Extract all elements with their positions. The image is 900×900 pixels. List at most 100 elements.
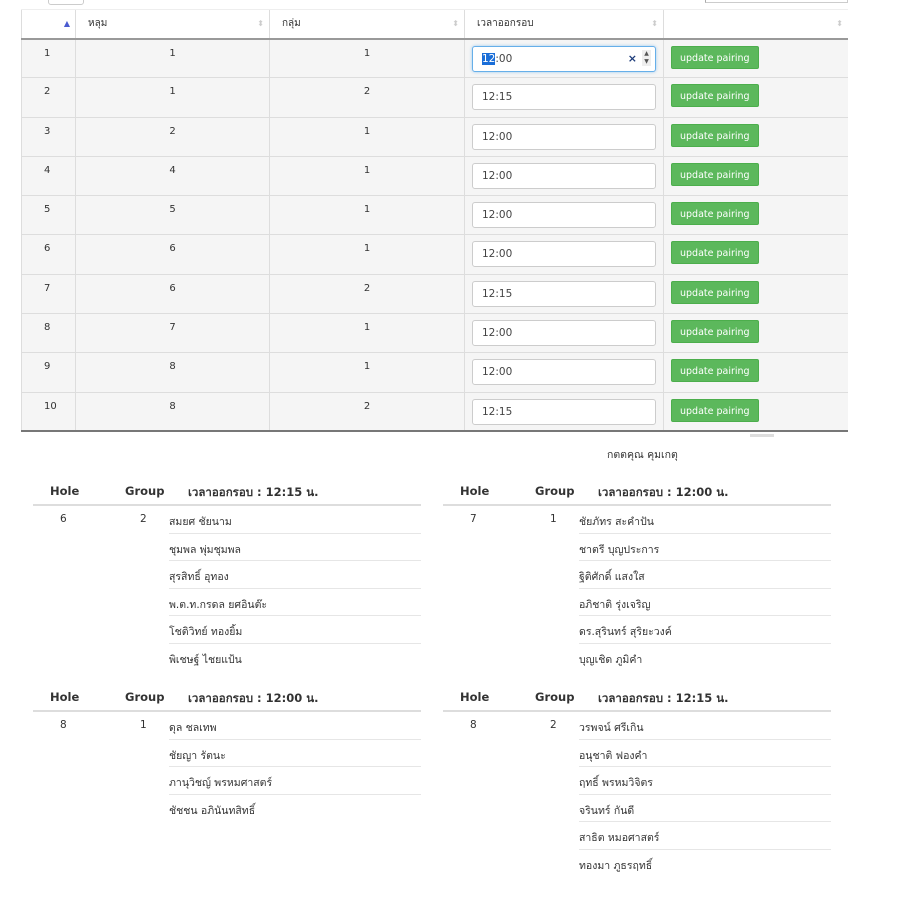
table-row: 4 4 1 12:00 update pairing (21, 156, 848, 197)
update-pairing-button[interactable]: update pairing (671, 241, 759, 265)
row-index: 1 (21, 38, 76, 79)
table-row: 6 6 1 12:00 update pairing (21, 234, 848, 275)
group-cell: 2 (269, 392, 465, 433)
pairing-group: Hole Group เวลาออกรอบ : 12:00 น. 7 1 ชัยภัทร … (443, 484, 831, 671)
player-row: โชติวิทย์ ทองยิ้ม (33, 616, 421, 644)
group-cell: 2 (269, 77, 465, 118)
table-row: 1 1 1 12:00 × ▲ ▼ update pairing (21, 38, 848, 79)
hole-cell: 1 (75, 77, 270, 118)
time-input[interactable]: 12:15 (472, 398, 656, 425)
group-cell: 1 (269, 352, 465, 393)
time-input[interactable]: 12:15 (472, 280, 656, 307)
sort-icon: ⬍ (452, 19, 459, 28)
time-input[interactable]: 12:00 (472, 123, 656, 150)
spinner-icon[interactable]: ▲ ▼ (642, 49, 651, 66)
table-row: 2 1 2 12:15 update pairing (21, 77, 848, 118)
player-name: จรินทร์ กันดี (579, 795, 831, 822)
table-row: 10 8 2 12:15 update pairing (21, 392, 848, 433)
player-name: สุรสิทธิ์ อุทอง (169, 561, 421, 589)
time-input[interactable]: 12:00 (472, 320, 656, 347)
update-pairing-button[interactable]: update pairing (671, 162, 759, 186)
row-index: 8 (21, 313, 76, 354)
player-name: อนุชาติ ฟองคำ (579, 740, 831, 767)
col-time[interactable]: เวลาออกรอบ ⬍ (464, 9, 664, 40)
sort-asc-icon: ▲ (63, 19, 70, 28)
player-row: พิเชษฐ์ ไชยแป้น (33, 644, 421, 672)
player-name: ชาตรี บุญประการ (579, 534, 831, 561)
hole-cell: 5 (75, 195, 270, 236)
hole-cell: 2 (75, 117, 270, 157)
group-cell: 2 (269, 274, 465, 315)
group-cell: 1 (269, 234, 465, 275)
col-index[interactable]: ▲ (21, 9, 76, 40)
update-pairing-button[interactable]: update pairing (671, 398, 759, 422)
sort-icon: ⬍ (651, 19, 658, 28)
player-row: ชัชชน อภินันทสิทธิ์ (33, 795, 421, 823)
player-name: ชัยภัทร สะคำปัน (579, 506, 831, 534)
player-name: ชัชชน อภินันทสิทธิ์ (169, 804, 256, 817)
sort-icon: ⬍ (257, 19, 264, 28)
table-row: 8 7 1 12:00 update pairing (21, 313, 848, 354)
player-name: โชติวิทย์ ทองยิ้ม (169, 616, 421, 644)
col-action[interactable]: ⬍ (663, 9, 848, 40)
update-pairing-button[interactable]: update pairing (671, 280, 759, 304)
player-name: บุญเชิด ภูมิคำ (579, 653, 643, 666)
player-row: 8 1 ดุล ชลเทพ (33, 712, 421, 740)
time-input[interactable]: 12:00 × ▲ ▼ (472, 45, 656, 72)
row-index: 3 (21, 117, 76, 157)
clear-icon[interactable]: × (627, 51, 637, 65)
time-input[interactable]: 12:15 (472, 84, 656, 111)
update-pairing-button[interactable]: update pairing (671, 123, 759, 147)
pairing-header: Hole Group เวลาออกรอบ : 12:00 น. (443, 484, 831, 506)
time-input[interactable]: 12:00 (472, 359, 656, 386)
player-name: พ.ต.ท.กรดล ยศอินต๊ะ (169, 589, 421, 616)
update-pairing-button[interactable]: update pairing (671, 45, 759, 69)
table-row: 5 5 1 12:00 update pairing (21, 195, 848, 236)
player-row: ฐิติศักดิ์ แสงใส (443, 561, 831, 589)
row-index: 6 (21, 234, 76, 275)
row-index: 2 (21, 77, 76, 118)
player-row: ชุมพล พุ่มชุมพล (33, 534, 421, 561)
player-name: พิเชษฐ์ ไชยแป้น (169, 653, 242, 666)
player-row: อภิชาติ รุ่งเจริญ (443, 589, 831, 616)
search-input[interactable] (705, 0, 848, 3)
update-pairing-button[interactable]: update pairing (671, 320, 759, 344)
pairing-header: Hole Group เวลาออกรอบ : 12:00 น. (33, 690, 421, 712)
time-input[interactable]: 12:00 (472, 202, 656, 229)
time-input[interactable]: 12:00 (472, 162, 656, 189)
player-row: ดร.สุรินทร์ สุริยะวงค์ (443, 616, 831, 644)
player-row: ภานุวิชญ์ พรหมศาสตร์ (33, 767, 421, 795)
row-index: 4 (21, 156, 76, 197)
page-length-select[interactable] (48, 0, 84, 5)
group-cell: 1 (269, 38, 465, 79)
player-row: 6 2 สมยศ ชัยนาม (33, 506, 421, 534)
player-row: 8 2 วรพจน์ ศรีเกิน (443, 712, 831, 740)
update-pairing-button[interactable]: update pairing (671, 202, 759, 226)
update-pairing-button[interactable]: update pairing (671, 359, 759, 383)
pairing-group: Hole Group เวลาออกรอบ : 12:15 น. 8 2 วรพจน์ ศ… (443, 690, 831, 877)
time-input[interactable]: 12:00 (472, 241, 656, 268)
player-row: จรินทร์ กันดี (443, 795, 831, 822)
row-index: 9 (21, 352, 76, 393)
col-hole[interactable]: หลุม ⬍ (75, 9, 270, 40)
col-group[interactable]: กลุ่ม ⬍ (269, 9, 465, 40)
player-name: กตตคุณ คุมเกตุ (607, 449, 678, 461)
pairing-group: Hole Group เวลาออกรอบ : 12:15 น. 6 2 สมยศ ชัย… (33, 484, 421, 671)
update-pairing-button[interactable]: update pairing (671, 84, 759, 108)
sort-icon: ⬍ (836, 19, 843, 28)
player-name: ดร.สุรินทร์ สุริยะวงค์ (579, 616, 831, 644)
player-name: สมยศ ชัยนาม (169, 506, 421, 534)
group-cell: 1 (269, 156, 465, 197)
player-row: สุรสิทธิ์ อุทอง (33, 561, 421, 589)
group-cell: 1 (269, 117, 465, 157)
player-row: ชาตรี บุญประการ (443, 534, 831, 561)
hole-cell: 8 (75, 352, 270, 393)
player-row: ทองมา ภูธรฤทธิ์ (443, 850, 831, 878)
hole-cell: 7 (75, 313, 270, 354)
player-name: วรพจน์ ศรีเกิน (579, 712, 831, 740)
scrollbar[interactable] (750, 434, 774, 437)
row-index: 10 (21, 392, 76, 433)
hole-cell: 1 (75, 38, 270, 79)
player-name: ทองมา ภูธรฤทธิ์ (579, 859, 653, 872)
hole-cell: 8 (75, 392, 270, 433)
